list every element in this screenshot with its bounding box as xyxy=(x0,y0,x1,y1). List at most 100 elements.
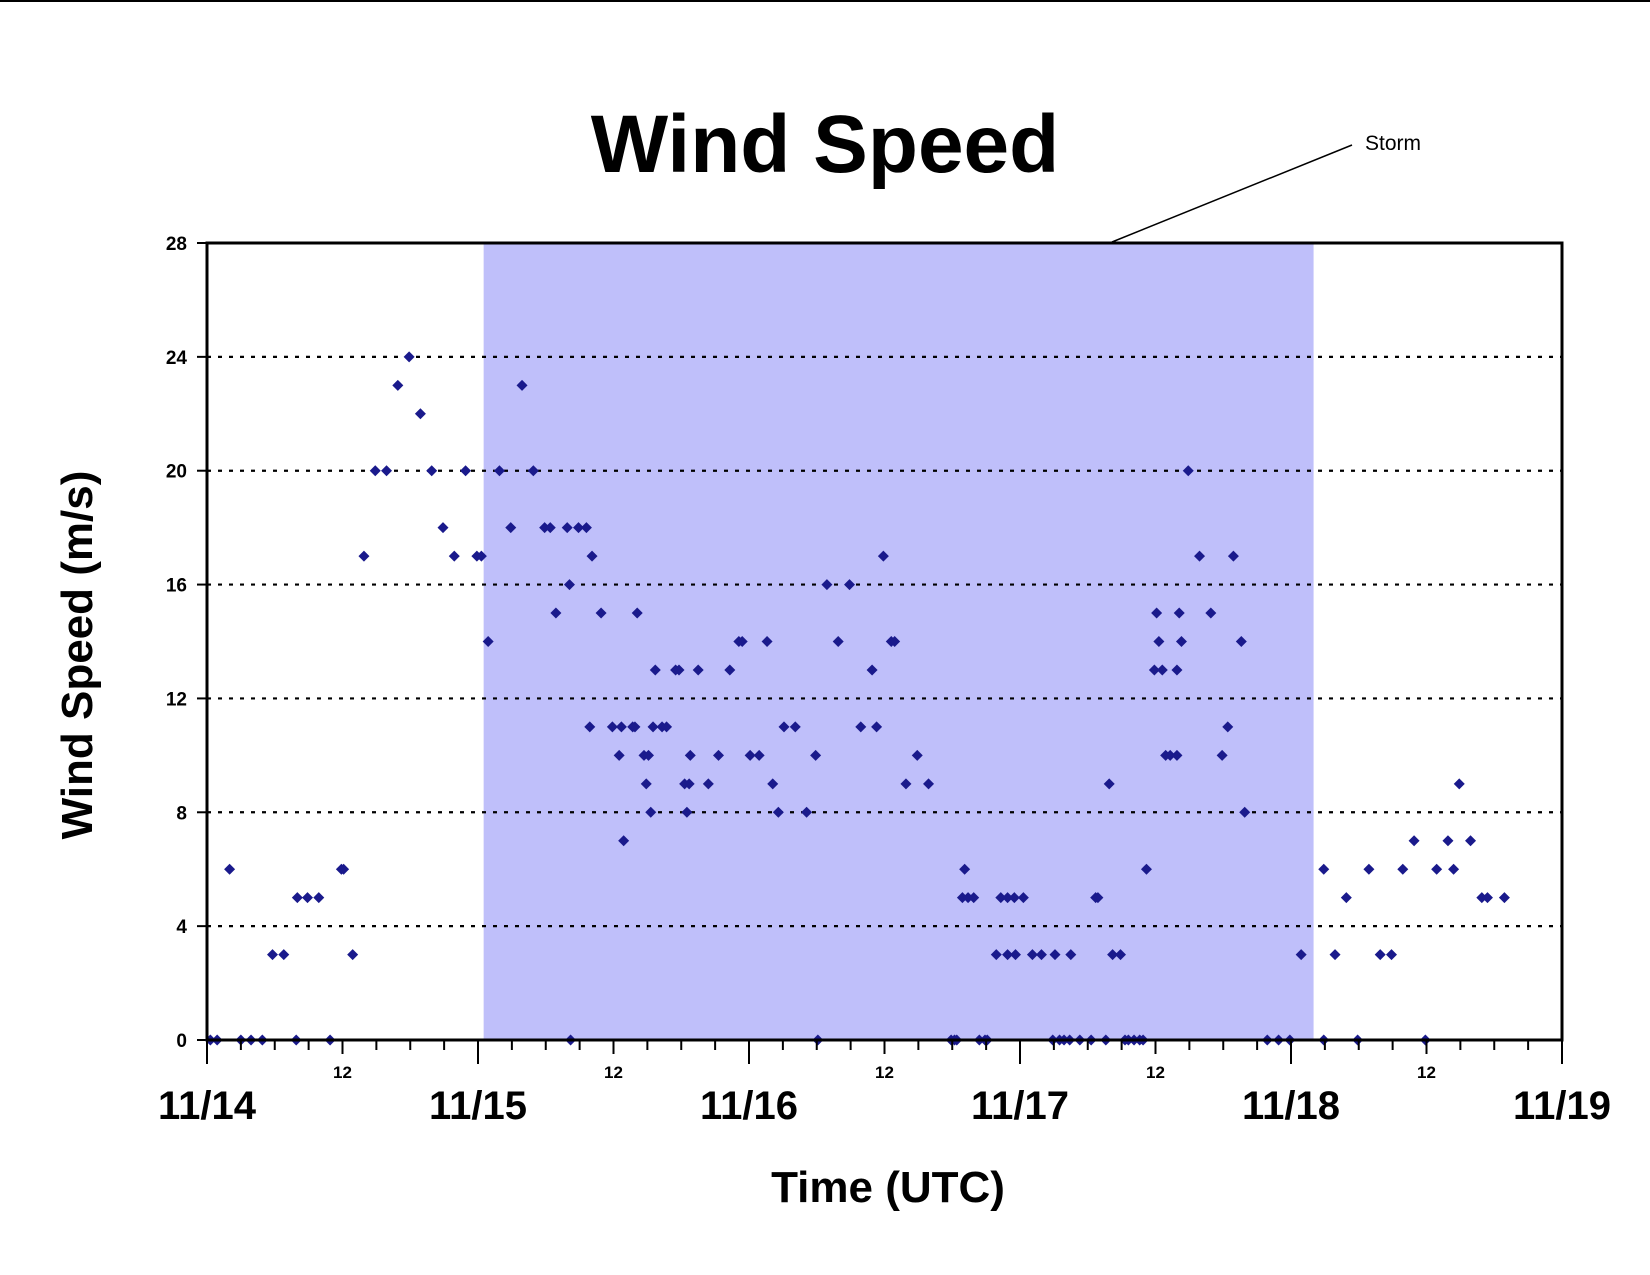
data-point xyxy=(843,579,855,591)
data-point xyxy=(1397,863,1409,875)
x-major-tick-label: 11/15 xyxy=(429,1084,527,1128)
data-point xyxy=(1340,892,1352,904)
data-point xyxy=(866,664,878,676)
data-point xyxy=(661,721,673,733)
y-tick-label: 16 xyxy=(166,576,187,597)
data-point xyxy=(855,721,867,733)
data-point xyxy=(724,664,736,676)
data-point xyxy=(1092,892,1104,904)
x-major-tick-label: 11/19 xyxy=(1513,1084,1611,1128)
data-point xyxy=(900,778,912,790)
data-point xyxy=(681,806,693,818)
data-point xyxy=(744,749,756,761)
data-point xyxy=(1235,636,1247,647)
data-point xyxy=(1065,949,1077,961)
data-point xyxy=(761,636,773,647)
data-point xyxy=(1009,949,1021,961)
data-point xyxy=(338,863,350,875)
data-point xyxy=(580,522,592,534)
data-point xyxy=(631,607,643,619)
data-point xyxy=(527,465,539,477)
top-border-line xyxy=(0,0,1650,2)
data-point xyxy=(645,806,657,818)
data-point xyxy=(392,379,404,391)
x-minor-tick-label: 12 xyxy=(875,1063,894,1082)
x-major-tick-label: 11/17 xyxy=(971,1084,1069,1128)
data-point xyxy=(1465,835,1477,847)
data-point xyxy=(801,806,813,818)
data-point xyxy=(1194,550,1206,562)
y-tick-label: 4 xyxy=(176,917,187,938)
data-point xyxy=(1114,949,1126,961)
data-point xyxy=(1385,949,1397,961)
data-point xyxy=(1476,892,1488,904)
data-point xyxy=(606,721,618,733)
data-point xyxy=(810,749,822,761)
data-point xyxy=(561,522,573,534)
data-point xyxy=(437,522,449,534)
data-point xyxy=(778,721,790,733)
x-minor-tick-label: 12 xyxy=(1417,1063,1436,1082)
x-major-tick-label: 11/18 xyxy=(1242,1084,1340,1128)
data-point xyxy=(586,550,598,562)
data-point xyxy=(1103,778,1115,790)
data-point xyxy=(595,607,607,619)
data-point xyxy=(381,465,393,477)
data-point xyxy=(493,465,505,477)
data-point xyxy=(1153,636,1165,647)
data-point xyxy=(224,863,236,875)
data-point xyxy=(482,636,494,647)
data-point xyxy=(1151,607,1163,619)
data-point xyxy=(1481,892,1493,904)
data-point xyxy=(1008,892,1020,904)
data-point xyxy=(615,721,627,733)
data-point xyxy=(1222,721,1234,733)
data-point xyxy=(403,351,415,363)
data-point xyxy=(713,749,725,761)
data-point xyxy=(505,522,517,534)
data-point xyxy=(550,607,562,619)
data-point xyxy=(968,892,980,904)
y-tick-label: 24 xyxy=(166,348,188,369)
data-point xyxy=(1173,607,1185,619)
data-point xyxy=(618,835,630,847)
y-tick-label: 12 xyxy=(166,689,187,710)
data-point xyxy=(1239,806,1251,818)
data-point xyxy=(1156,664,1168,676)
data-point xyxy=(460,465,472,477)
data-point xyxy=(448,550,460,562)
x-major-tick-label: 11/14 xyxy=(158,1084,257,1128)
y-tick-label: 8 xyxy=(176,803,187,824)
data-point xyxy=(643,749,655,761)
data-point xyxy=(544,522,556,534)
data-point xyxy=(692,664,704,676)
data-point xyxy=(1374,949,1386,961)
data-point xyxy=(291,892,303,904)
data-point xyxy=(516,379,528,391)
data-point xyxy=(278,949,290,961)
data-point xyxy=(1227,550,1239,562)
data-point xyxy=(347,949,359,961)
data-point xyxy=(647,721,659,733)
data-point xyxy=(962,892,974,904)
data-point xyxy=(1453,778,1465,790)
data-point xyxy=(1329,949,1341,961)
data-point xyxy=(1363,863,1375,875)
x-axis-title: Time (UTC) xyxy=(771,1163,1005,1212)
chart-title: Wind Speed xyxy=(591,99,1060,190)
data-point xyxy=(1107,949,1119,961)
data-point xyxy=(789,721,801,733)
data-point xyxy=(649,664,661,676)
data-point xyxy=(1498,892,1510,904)
data-point xyxy=(572,522,584,534)
data-point xyxy=(1295,949,1307,961)
y-tick-labels: 0 4 8 12 16 20 24 28 xyxy=(166,234,188,1052)
data-point xyxy=(832,636,844,647)
data-point xyxy=(911,749,923,761)
data-point xyxy=(995,892,1007,904)
data-point xyxy=(889,636,901,647)
data-point xyxy=(640,778,652,790)
y-tick-label: 0 xyxy=(176,1031,187,1052)
data-point xyxy=(1216,749,1228,761)
